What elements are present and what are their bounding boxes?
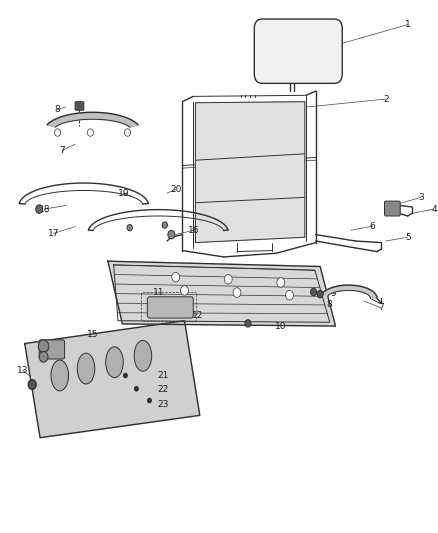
Text: 21: 21 xyxy=(156,371,168,380)
Circle shape xyxy=(127,224,132,231)
Polygon shape xyxy=(25,321,199,438)
Text: 11: 11 xyxy=(152,287,164,296)
Text: 6: 6 xyxy=(369,222,374,231)
Circle shape xyxy=(35,205,42,213)
Ellipse shape xyxy=(134,341,151,371)
Text: 5: 5 xyxy=(404,233,410,242)
Circle shape xyxy=(28,379,36,389)
Text: 1: 1 xyxy=(404,20,410,29)
Circle shape xyxy=(171,272,179,282)
FancyBboxPatch shape xyxy=(254,19,342,83)
Circle shape xyxy=(244,320,251,327)
Circle shape xyxy=(285,290,293,300)
Text: 9: 9 xyxy=(330,288,336,297)
Text: 17: 17 xyxy=(47,229,59,238)
Circle shape xyxy=(39,352,48,362)
FancyBboxPatch shape xyxy=(75,102,84,110)
Text: 2: 2 xyxy=(382,94,388,103)
Circle shape xyxy=(54,129,60,136)
Text: 10: 10 xyxy=(274,321,286,330)
Circle shape xyxy=(87,129,93,136)
Text: 23: 23 xyxy=(156,400,168,409)
Text: 7: 7 xyxy=(59,146,65,155)
Polygon shape xyxy=(108,261,335,326)
Polygon shape xyxy=(195,102,304,243)
Circle shape xyxy=(134,386,138,391)
Text: 16: 16 xyxy=(187,226,198,235)
Text: 3: 3 xyxy=(417,193,423,202)
Text: 22: 22 xyxy=(157,385,168,394)
Circle shape xyxy=(148,398,151,402)
Polygon shape xyxy=(321,285,376,298)
Polygon shape xyxy=(47,112,138,127)
Text: 19: 19 xyxy=(117,189,129,198)
Circle shape xyxy=(124,129,131,136)
Text: 7: 7 xyxy=(378,303,383,312)
Text: 8: 8 xyxy=(55,105,60,114)
Ellipse shape xyxy=(77,353,95,384)
Circle shape xyxy=(233,288,240,297)
Circle shape xyxy=(180,286,188,295)
Circle shape xyxy=(224,274,232,284)
Circle shape xyxy=(310,288,316,296)
Circle shape xyxy=(167,230,174,239)
FancyBboxPatch shape xyxy=(147,297,193,318)
Circle shape xyxy=(38,340,49,353)
FancyBboxPatch shape xyxy=(384,201,399,216)
Circle shape xyxy=(162,222,167,228)
Text: 18: 18 xyxy=(39,205,50,214)
Text: 8: 8 xyxy=(325,300,331,309)
Text: 15: 15 xyxy=(87,329,98,338)
FancyBboxPatch shape xyxy=(39,340,64,359)
Text: 4: 4 xyxy=(430,205,436,214)
Circle shape xyxy=(124,373,127,377)
Ellipse shape xyxy=(106,347,123,377)
Ellipse shape xyxy=(51,360,68,391)
Text: 12: 12 xyxy=(191,311,203,320)
Text: 13: 13 xyxy=(17,366,28,375)
Circle shape xyxy=(276,278,284,287)
Circle shape xyxy=(316,290,322,298)
Text: 20: 20 xyxy=(170,185,181,194)
